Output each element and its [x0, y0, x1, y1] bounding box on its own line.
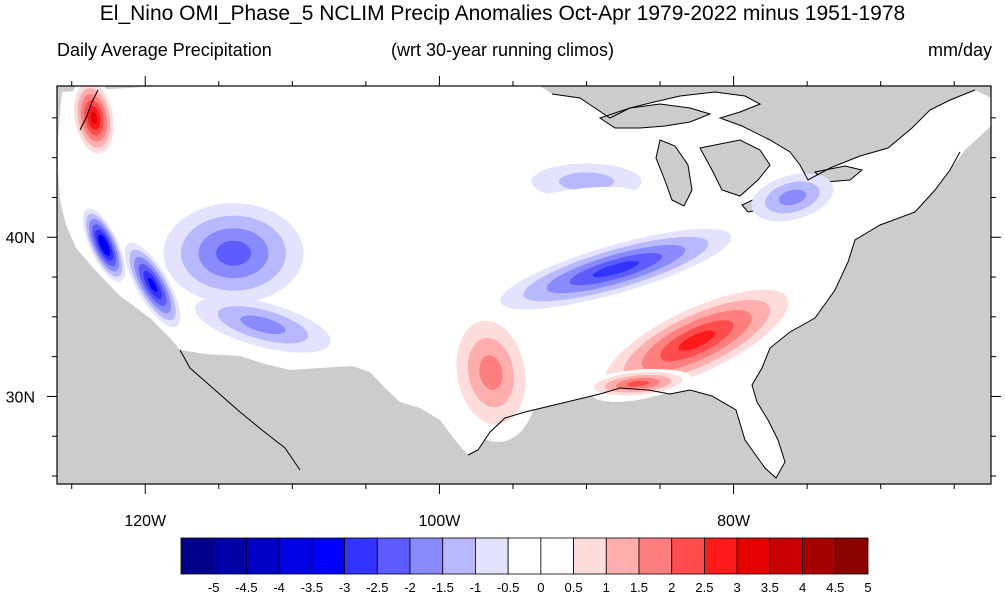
anomaly-contour — [147, 277, 158, 293]
lake-superior — [598, 103, 712, 129]
subtitle-center: (wrt 30-year running climos) — [390, 40, 615, 60]
colorbar-swatch — [605, 537, 640, 575]
anomaly-region-sierra-nevada-dry — [124, 242, 181, 328]
colorbar-swatch — [834, 537, 869, 575]
colorbar-label: -4 — [273, 580, 285, 595]
colorbar-label: 5 — [864, 580, 871, 595]
lake-michigan — [655, 139, 693, 207]
colorbar — [180, 537, 869, 575]
coastline — [79, 89, 976, 479]
colorbar-swatch — [638, 537, 673, 575]
colorbar-swatch — [671, 537, 705, 575]
colorbar-swatch — [540, 537, 574, 575]
colorbar-label: 1 — [603, 580, 610, 595]
anomaly-region-ohio-valley-dry — [500, 228, 732, 310]
subtitle-left: Daily Average Precipitation — [57, 40, 272, 60]
colorbar-label: -4.5 — [235, 580, 257, 595]
colorbar-swatch — [344, 537, 378, 575]
colorbar-label: 0 — [537, 580, 544, 595]
anomaly-contour — [592, 261, 640, 278]
anomaly-contour — [101, 239, 108, 251]
colorbar-swatch — [442, 537, 476, 575]
colorbar-swatch — [769, 537, 803, 575]
colorbar-swatch — [475, 537, 509, 575]
colorbar-swatch — [573, 537, 607, 575]
lon-tick-label: 100W — [419, 513, 462, 530]
anomaly-contour — [479, 355, 503, 390]
anomaly-contour — [778, 189, 807, 206]
colorbar-label: -5 — [208, 580, 220, 595]
colorbar-label: 3.5 — [761, 580, 779, 595]
map-plot-area — [57, 86, 991, 484]
anomaly-region-texas-wet — [444, 303, 537, 442]
colorbar-label: 3 — [734, 580, 741, 595]
colorbar-swatch — [507, 537, 542, 575]
anomaly-region-new-england-dry — [751, 173, 834, 222]
colorbar-swatch — [409, 537, 444, 575]
colorbar-labels: -5 -4.5 -4 -3.5 -3 -2.5 -2 -1.5 -1 -0.5 0 0.5 1 1.5 2 2… — [208, 580, 872, 595]
lon-tick-label: 80W — [717, 513, 751, 530]
anomaly-contour — [411, 186, 644, 272]
units-label: mm/day — [927, 40, 992, 60]
colorbar-label: 2.5 — [695, 580, 713, 595]
colorbar-swatch — [246, 537, 280, 575]
colorbar-swatch — [213, 537, 247, 575]
anomaly-contour — [216, 240, 251, 266]
axis-ticks — [47, 76, 1001, 494]
colorbar-swatch — [311, 537, 345, 575]
colorbar-label: 2 — [668, 580, 675, 595]
colorbar-swatch — [278, 537, 313, 575]
anomaly-region-southwest-dry — [195, 296, 331, 353]
anomaly-region-central-plains-wet — [411, 186, 644, 272]
colorbar-swatch — [704, 537, 738, 575]
anomaly-contour — [90, 111, 98, 124]
colorbar-swatch — [180, 537, 215, 575]
plot-frame — [56, 85, 992, 485]
colorbar-swatch — [736, 537, 771, 575]
axis-labels: 120W 100W 80W 40N 30N — [6, 230, 751, 530]
colorbar-label: 0.5 — [565, 580, 583, 595]
anomaly-contour — [240, 315, 286, 335]
anomaly-contour — [559, 172, 614, 191]
anomaly-contour — [678, 330, 716, 351]
colorbar-swatch — [376, 537, 411, 575]
colorbar-label: -0.5 — [497, 580, 519, 595]
lon-tick-label: 120W — [124, 513, 167, 530]
lat-tick-label: 40N — [6, 230, 35, 247]
colorbar-label: -1.5 — [432, 580, 454, 595]
anomaly-field — [70, 86, 834, 442]
colorbar-label: -1 — [470, 580, 482, 595]
colorbar-label: -2.5 — [366, 580, 388, 595]
colorbar-label: 1.5 — [630, 580, 648, 595]
lat-tick-label: 30N — [6, 389, 35, 406]
anomaly-region-california-coast-dry — [82, 208, 126, 282]
colorbar-label: 4 — [799, 580, 806, 595]
lake-huron — [699, 139, 771, 197]
anomaly-region-pacific-northwest-wet — [70, 86, 117, 160]
colorbar-label: -3 — [339, 580, 351, 595]
colorbar-label: -2 — [404, 580, 416, 595]
anomaly-contour — [627, 380, 649, 387]
colorbar-label: 4.5 — [826, 580, 844, 595]
anomaly-region-great-basin-dry — [163, 203, 304, 304]
colorbar-label: -3.5 — [301, 580, 323, 595]
map-title: El_Nino OMI_Phase_5 NCLIM Precip Anomali… — [99, 2, 906, 25]
colorbar-swatch — [802, 537, 836, 575]
